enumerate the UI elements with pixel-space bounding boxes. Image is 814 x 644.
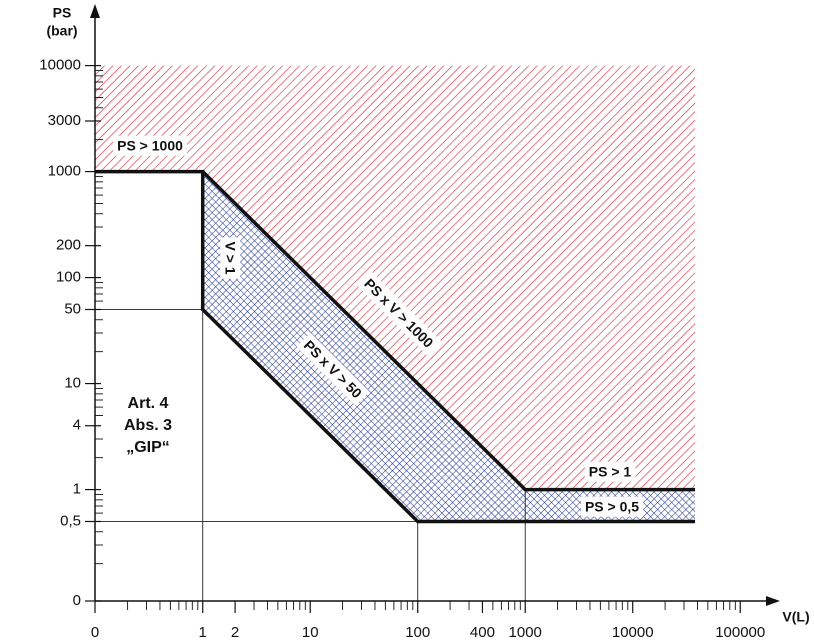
y-tick-label: 0,5 [60, 512, 81, 529]
y-tick-label: 3000 [48, 112, 81, 129]
y-tick-label: 1 [73, 481, 81, 498]
y-tick-label: 4 [73, 417, 81, 434]
label-box [580, 496, 644, 517]
guide-line [95, 521, 419, 601]
y-tick-label: 0 [73, 592, 81, 609]
label-box [113, 135, 188, 156]
region-label: V > 1 [222, 241, 238, 274]
y-tick-label: 50 [64, 300, 81, 317]
x-axis-arrow [766, 596, 780, 606]
label-box [220, 237, 241, 279]
note: Abs. 3 [124, 417, 172, 434]
x-axis-label: V(L) [782, 609, 809, 625]
x-tick-label: 10000 [612, 624, 654, 641]
x-tick-label: 1000 [509, 624, 542, 641]
region-area [95, 65, 696, 490]
label-box [584, 461, 636, 482]
y-axis-label: PS [53, 5, 72, 21]
note: „GIP“ [126, 439, 170, 456]
x-tick-label: 1 [199, 624, 207, 641]
region-label: PS > 1 [589, 464, 632, 480]
x-tick-label: 2 [231, 624, 239, 641]
region-label: PS > 0,5 [585, 499, 639, 515]
x-tick-label: 100000 [715, 624, 765, 641]
y-axis-label: (bar) [46, 23, 77, 39]
y-tick-label: 200 [56, 237, 81, 254]
y-tick-label: 1000 [48, 163, 81, 180]
label-box [296, 332, 370, 406]
y-axis-arrow [90, 4, 100, 18]
y-tick-label: 100 [56, 269, 81, 286]
note: Art. 4 [128, 395, 169, 412]
region-label: PS > 1000 [117, 138, 183, 154]
boundary-line [201, 170, 696, 492]
x-tick-label: 10 [302, 624, 319, 641]
y-tick-label: 10 [64, 375, 81, 392]
x-tick-label: 0 [91, 624, 99, 641]
boundary-line [95, 169, 696, 524]
x-tick-label: 100 [405, 624, 430, 641]
label-box [356, 271, 442, 356]
y-tick-label: 10000 [39, 57, 81, 74]
x-tick-label: 400 [470, 624, 495, 641]
